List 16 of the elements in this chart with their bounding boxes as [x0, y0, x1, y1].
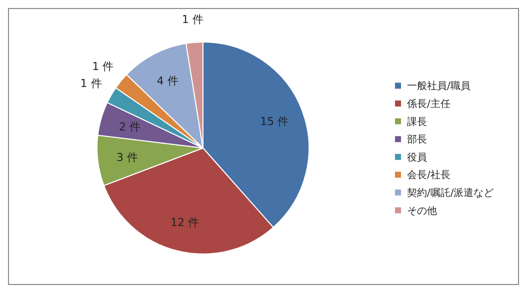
- legend-label: その他: [407, 204, 437, 217]
- data-label: 1 件: [182, 12, 204, 26]
- data-label: 12 件: [170, 216, 199, 229]
- legend-label: 契約/嘱託/派遣など: [407, 187, 494, 199]
- data-label: 15 件: [260, 114, 289, 128]
- legend-label: 役員: [407, 152, 427, 164]
- data-label: 4 件: [156, 74, 178, 88]
- data-label: 1 件: [80, 77, 102, 90]
- data-label: 3 件: [116, 151, 138, 164]
- legend-label: 会長/社長: [407, 169, 450, 182]
- data-label: 2 件: [118, 120, 140, 134]
- data-label: 1 件: [92, 60, 114, 74]
- legend-label: 部長: [407, 134, 427, 146]
- legend-label: 係長/主任: [407, 98, 450, 110]
- legend-label: 一般社員/職員: [407, 80, 470, 92]
- legend-label: 課長: [407, 116, 427, 128]
